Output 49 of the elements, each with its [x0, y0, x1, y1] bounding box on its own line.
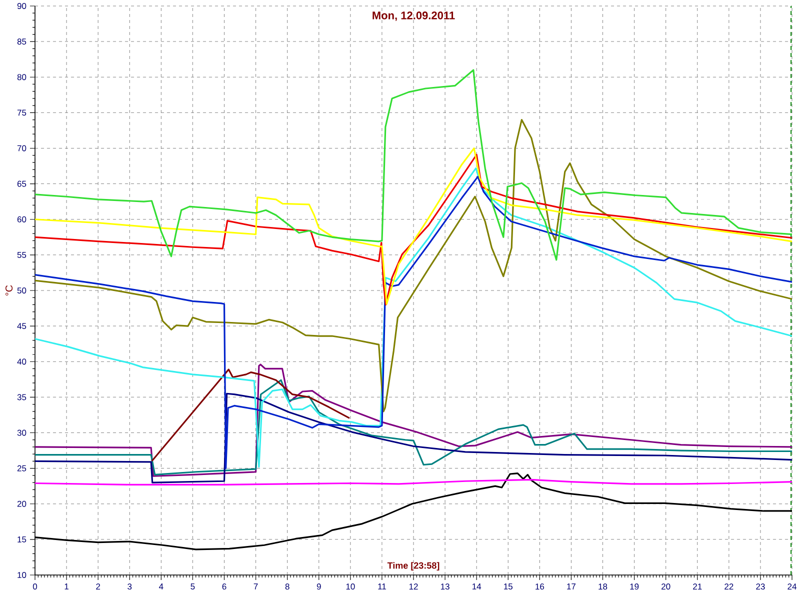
line-series: [35, 392, 792, 484]
x-tick-label: 6: [222, 584, 226, 590]
x-tick-label: 10: [346, 584, 355, 590]
y-tick-label: 30: [17, 430, 26, 436]
y-tick-label: 90: [17, 2, 26, 10]
y-tick-label: 70: [17, 145, 26, 152]
x-tick-label: 17: [567, 584, 576, 590]
line-series: [35, 69, 792, 261]
x-tick-label: 7: [254, 584, 258, 590]
y-tick-label: 25: [17, 465, 26, 472]
x-tick-label: 9: [316, 584, 321, 590]
x-tick-label: 12: [409, 584, 418, 590]
x-tick-label: 18: [598, 584, 608, 590]
x-tick-label: 16: [536, 584, 544, 590]
x-tick-label: 24: [788, 584, 796, 590]
y-tick-label: 10: [18, 572, 26, 578]
x-tick-label: 14: [472, 584, 482, 590]
line-series: [35, 119, 792, 412]
x-tick-label: 3: [128, 584, 132, 590]
x-tick-label: 21: [693, 584, 702, 590]
x-tick-label: 20: [662, 584, 670, 590]
y-tick-label: 40: [17, 358, 26, 365]
y-tick-label: 50: [17, 287, 26, 294]
x-tick-label: 11: [378, 584, 386, 590]
x-tick-label: 1: [64, 584, 68, 590]
y-tick-label: 55: [17, 252, 26, 258]
y-tick-label: 45: [17, 323, 26, 330]
y-tick-label: 15: [18, 536, 26, 542]
x-tick-label: 4: [158, 584, 164, 590]
x-tick-label: 8: [285, 584, 290, 590]
chart-title: Mon, 12.09.2011: [372, 12, 455, 21]
y-tick-label: 65: [17, 180, 26, 187]
line-series: [152, 368, 350, 462]
x-tick-label: 15: [504, 584, 513, 590]
x-tick-label: 19: [630, 584, 639, 590]
x-tick-label: 0: [32, 584, 38, 590]
y-axis-title: °C: [6, 285, 13, 296]
x-tick-label: 5: [190, 584, 195, 590]
y-tick-label: 75: [17, 110, 26, 116]
x-tick-label: 2: [96, 584, 100, 590]
y-tick-label: 80: [17, 74, 26, 80]
y-tick-label: 20: [17, 500, 26, 507]
y-tick-label: 35: [17, 394, 26, 400]
x-axis-title: Time [23:58]: [387, 562, 440, 570]
y-tick-label: 60: [17, 216, 26, 222]
x-tick-label: 22: [724, 584, 734, 590]
y-tick-label: 85: [17, 38, 26, 45]
x-tick-label: 23: [756, 584, 765, 590]
x-tick-label: 13: [440, 584, 450, 590]
